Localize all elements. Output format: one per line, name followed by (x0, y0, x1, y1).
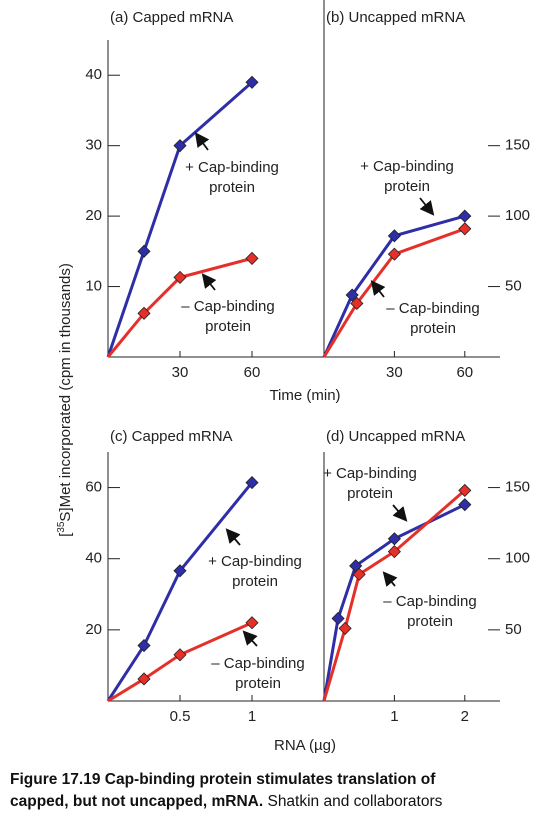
y-tick-label: 20 (85, 207, 102, 224)
series-line (106, 256, 253, 358)
annotation-arrow (194, 132, 210, 151)
data-point (345, 288, 359, 302)
x-tick-label: 30 (386, 364, 403, 381)
annotation: protein (407, 613, 453, 630)
panel-title: (d) Uncapped mRNA (326, 428, 465, 445)
annotation-arrow (419, 197, 435, 216)
series-line (106, 481, 254, 702)
annotation: protein (347, 485, 393, 502)
y-tick-label: 100 (505, 207, 530, 224)
annotation: + Cap-binding (360, 158, 454, 175)
x-tick-label: 60 (244, 364, 261, 381)
annotation-arrow (370, 280, 386, 298)
caption: capped, but not uncapped, mRNA. Shatkin … (10, 793, 443, 810)
data-point (173, 139, 187, 153)
series-line (107, 621, 253, 703)
data-point (173, 270, 187, 284)
data-point (387, 247, 401, 261)
x-tick-label: 60 (456, 364, 473, 381)
data-point (458, 483, 472, 497)
series-line (106, 81, 253, 358)
y-tick-label: 100 (505, 550, 530, 567)
series-line (322, 227, 466, 358)
y-tick-label: 50 (505, 621, 522, 638)
y-axis-label: [35S]Met incorporated (cpm in thousands) (56, 263, 74, 537)
annotation: – Cap-binding (181, 298, 274, 315)
y-tick-label: 30 (85, 137, 102, 154)
y-tick-label: 150 (505, 479, 530, 496)
annotation: – Cap-binding (386, 300, 479, 317)
x-tick-label: 1 (390, 708, 398, 725)
panel-title: (a) Capped mRNA (110, 9, 233, 26)
annotation-arrow (392, 504, 408, 522)
data-point (245, 616, 259, 630)
data-point (350, 296, 364, 311)
annotation: protein (209, 179, 255, 196)
annotation-arrow (382, 571, 398, 587)
data-point (137, 244, 151, 258)
annotation: protein (410, 320, 456, 337)
x-tick-label: 1 (248, 708, 256, 725)
y-tick-label: 40 (85, 550, 102, 567)
data-point (338, 621, 352, 635)
data-point (458, 222, 472, 236)
data-point (173, 648, 187, 662)
data-point (137, 672, 151, 686)
data-point (245, 251, 259, 265)
series-line (322, 214, 466, 358)
y-tick-label: 10 (85, 278, 102, 295)
data-point (331, 611, 345, 626)
y-tick-label: 60 (85, 479, 102, 496)
annotation: + Cap-binding (208, 553, 302, 570)
y-tick-label: 40 (85, 66, 102, 83)
data-point (137, 306, 151, 320)
data-point (173, 564, 187, 578)
annotation-arrow (242, 630, 258, 647)
data-point (387, 532, 401, 546)
annotation: protein (205, 318, 251, 335)
y-tick-label: 150 (505, 137, 530, 154)
panel-title: (c) Capped mRNA (110, 428, 233, 445)
x-axis-label: RNA (µg) (274, 737, 336, 754)
data-point (137, 638, 151, 653)
data-point (387, 229, 401, 243)
x-axis-label: Time (min) (269, 387, 340, 404)
x-tick-label: 2 (461, 708, 469, 725)
annotation: protein (232, 573, 278, 590)
annotation: protein (384, 178, 430, 195)
annotation-arrow (201, 273, 217, 291)
annotation-arrow (225, 528, 241, 546)
data-point (245, 476, 259, 490)
annotation: + Cap-binding (323, 465, 417, 482)
panel-title: (b) Uncapped mRNA (326, 9, 465, 26)
data-point (352, 567, 366, 581)
annotation: – Cap-binding (211, 655, 304, 672)
y-tick-label: 20 (85, 621, 102, 638)
data-point (387, 545, 401, 559)
data-point (458, 209, 472, 223)
annotation: protein (235, 675, 281, 692)
caption: Figure 17.19 Cap-binding protein stimula… (10, 771, 436, 788)
x-tick-label: 0.5 (170, 708, 191, 725)
y-tick-label: 50 (505, 278, 522, 295)
x-tick-label: 30 (172, 364, 189, 381)
annotation: + Cap-binding (185, 159, 279, 176)
data-point (245, 75, 259, 89)
data-point (458, 498, 472, 512)
annotation: – Cap-binding (383, 593, 476, 610)
